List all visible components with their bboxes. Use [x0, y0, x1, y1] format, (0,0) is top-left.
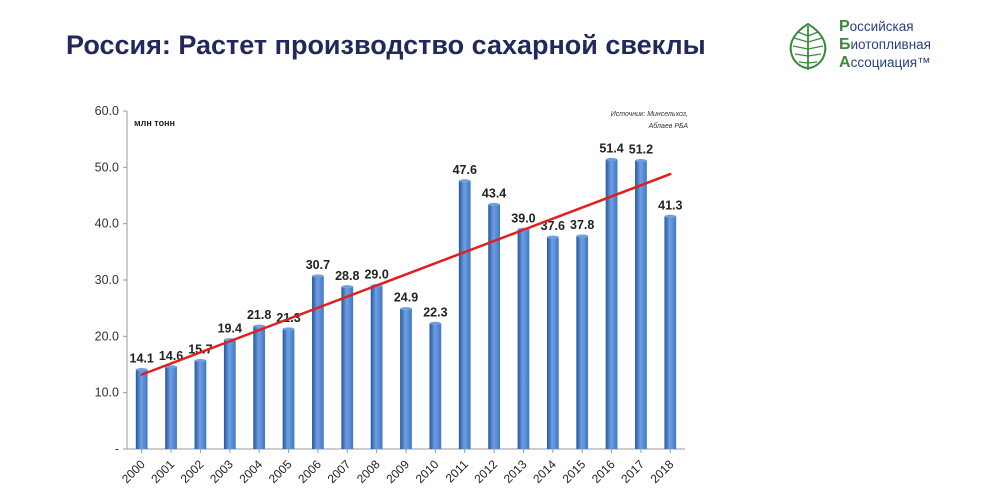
- bar: [546, 237, 559, 449]
- data-label: 47.6: [453, 163, 477, 177]
- bar-top: [576, 234, 589, 238]
- x-tick-label: 2014: [530, 457, 559, 486]
- y-tick-label: 50.0: [95, 160, 119, 174]
- bar: [253, 326, 266, 449]
- x-tick-label: 2003: [207, 457, 236, 486]
- bar-top: [635, 158, 647, 163]
- data-label: 51.4: [599, 141, 623, 155]
- bar-top: [341, 285, 354, 289]
- bar: [165, 366, 177, 449]
- bar: [517, 229, 530, 449]
- data-label: 14.1: [130, 352, 154, 366]
- data-label: 24.9: [394, 291, 418, 305]
- bar: [370, 285, 383, 449]
- x-tick-label: 2011: [443, 457, 471, 485]
- bar: [605, 159, 618, 450]
- y-tick-label: 20.0: [95, 329, 119, 343]
- bar-top: [488, 202, 500, 207]
- bar-top: [605, 157, 618, 162]
- bar: [341, 286, 354, 449]
- data-label: 29.0: [364, 268, 388, 282]
- slide-title: Россия: Растет производство сахарной све…: [66, 30, 706, 60]
- source-note-line-1: Источник: Минсельхоз,: [611, 111, 688, 118]
- x-tick-label: 2010: [413, 457, 442, 486]
- bar: [488, 204, 500, 449]
- y-unit-label: млн тонн: [134, 118, 175, 128]
- bar: [458, 180, 471, 449]
- trendline: [140, 172, 672, 376]
- data-label: 21.8: [247, 308, 271, 322]
- birch-leaf-icon: [789, 22, 827, 70]
- bar-top: [546, 235, 559, 239]
- data-label: 19.4: [218, 322, 242, 336]
- x-tick-label: 2005: [266, 457, 295, 486]
- data-label: 51.2: [629, 143, 653, 157]
- x-tick-label: 2012: [471, 457, 500, 486]
- data-label: 39.0: [511, 211, 535, 225]
- y-tick-label: 60.0: [95, 104, 119, 118]
- x-tick-label: 2015: [560, 457, 589, 486]
- x-tick-label: 2006: [295, 457, 324, 486]
- data-label: 41.3: [658, 198, 682, 212]
- x-tick-label: 2004: [236, 457, 265, 486]
- x-tick-label: 2017: [618, 457, 647, 486]
- data-label: 37.8: [570, 218, 594, 232]
- chart-bars: [135, 157, 677, 450]
- logo-text-line-2: Биотопливная: [839, 36, 931, 53]
- x-tick-label: 2016: [589, 457, 618, 486]
- chart-trendline: [140, 172, 672, 376]
- bar-top: [253, 324, 266, 328]
- data-label: 37.6: [541, 219, 565, 233]
- data-label: 28.8: [335, 269, 359, 283]
- logo: Российская Биотопливная Ассоциация™: [783, 18, 983, 76]
- logo-text-line-1: Российская: [839, 18, 914, 35]
- bar-top: [429, 321, 442, 325]
- data-label: 14.6: [159, 349, 183, 363]
- data-label: 30.7: [306, 258, 330, 272]
- bar-top: [664, 214, 677, 218]
- x-tick-label: 2008: [354, 457, 383, 486]
- data-label: 22.3: [423, 305, 447, 319]
- logo-text-line-3: Ассоциация™: [839, 54, 931, 71]
- bar: [664, 216, 677, 449]
- bar: [312, 276, 324, 449]
- bar-top: [400, 307, 412, 311]
- bar-top: [282, 327, 295, 331]
- chart-data-labels: 14.114.615.719.421.821.330.728.829.024.9…: [130, 141, 683, 365]
- bar: [223, 339, 236, 449]
- y-tick-label: 30.0: [95, 273, 119, 287]
- x-tick-label: 2013: [501, 457, 530, 486]
- x-tick-label: 2009: [383, 457, 412, 486]
- bar: [429, 323, 442, 449]
- bar-top: [194, 358, 207, 363]
- x-tick-label: 2007: [325, 457, 354, 486]
- x-tick-label: 2002: [178, 457, 207, 486]
- x-tick-label: 2018: [648, 457, 677, 486]
- x-tick-label: 2000: [119, 457, 148, 486]
- bar-top: [312, 274, 324, 278]
- data-label: 15.7: [188, 343, 212, 357]
- y-tick-label: 10.0: [95, 386, 119, 400]
- y-tick-label: 40.0: [95, 217, 119, 231]
- bar-top: [458, 179, 471, 183]
- bar: [576, 236, 589, 449]
- bar-top: [135, 367, 148, 372]
- bar: [194, 360, 207, 449]
- x-tick-label: 2001: [148, 457, 177, 486]
- source-note-line-2: Аблаев РБА: [648, 122, 689, 130]
- y-tick-label: -: [115, 442, 119, 456]
- bar: [135, 369, 148, 449]
- bar-top: [165, 365, 177, 369]
- bar: [400, 308, 412, 449]
- data-label: 43.4: [482, 187, 506, 201]
- bar: [282, 329, 295, 449]
- bar: [635, 160, 647, 449]
